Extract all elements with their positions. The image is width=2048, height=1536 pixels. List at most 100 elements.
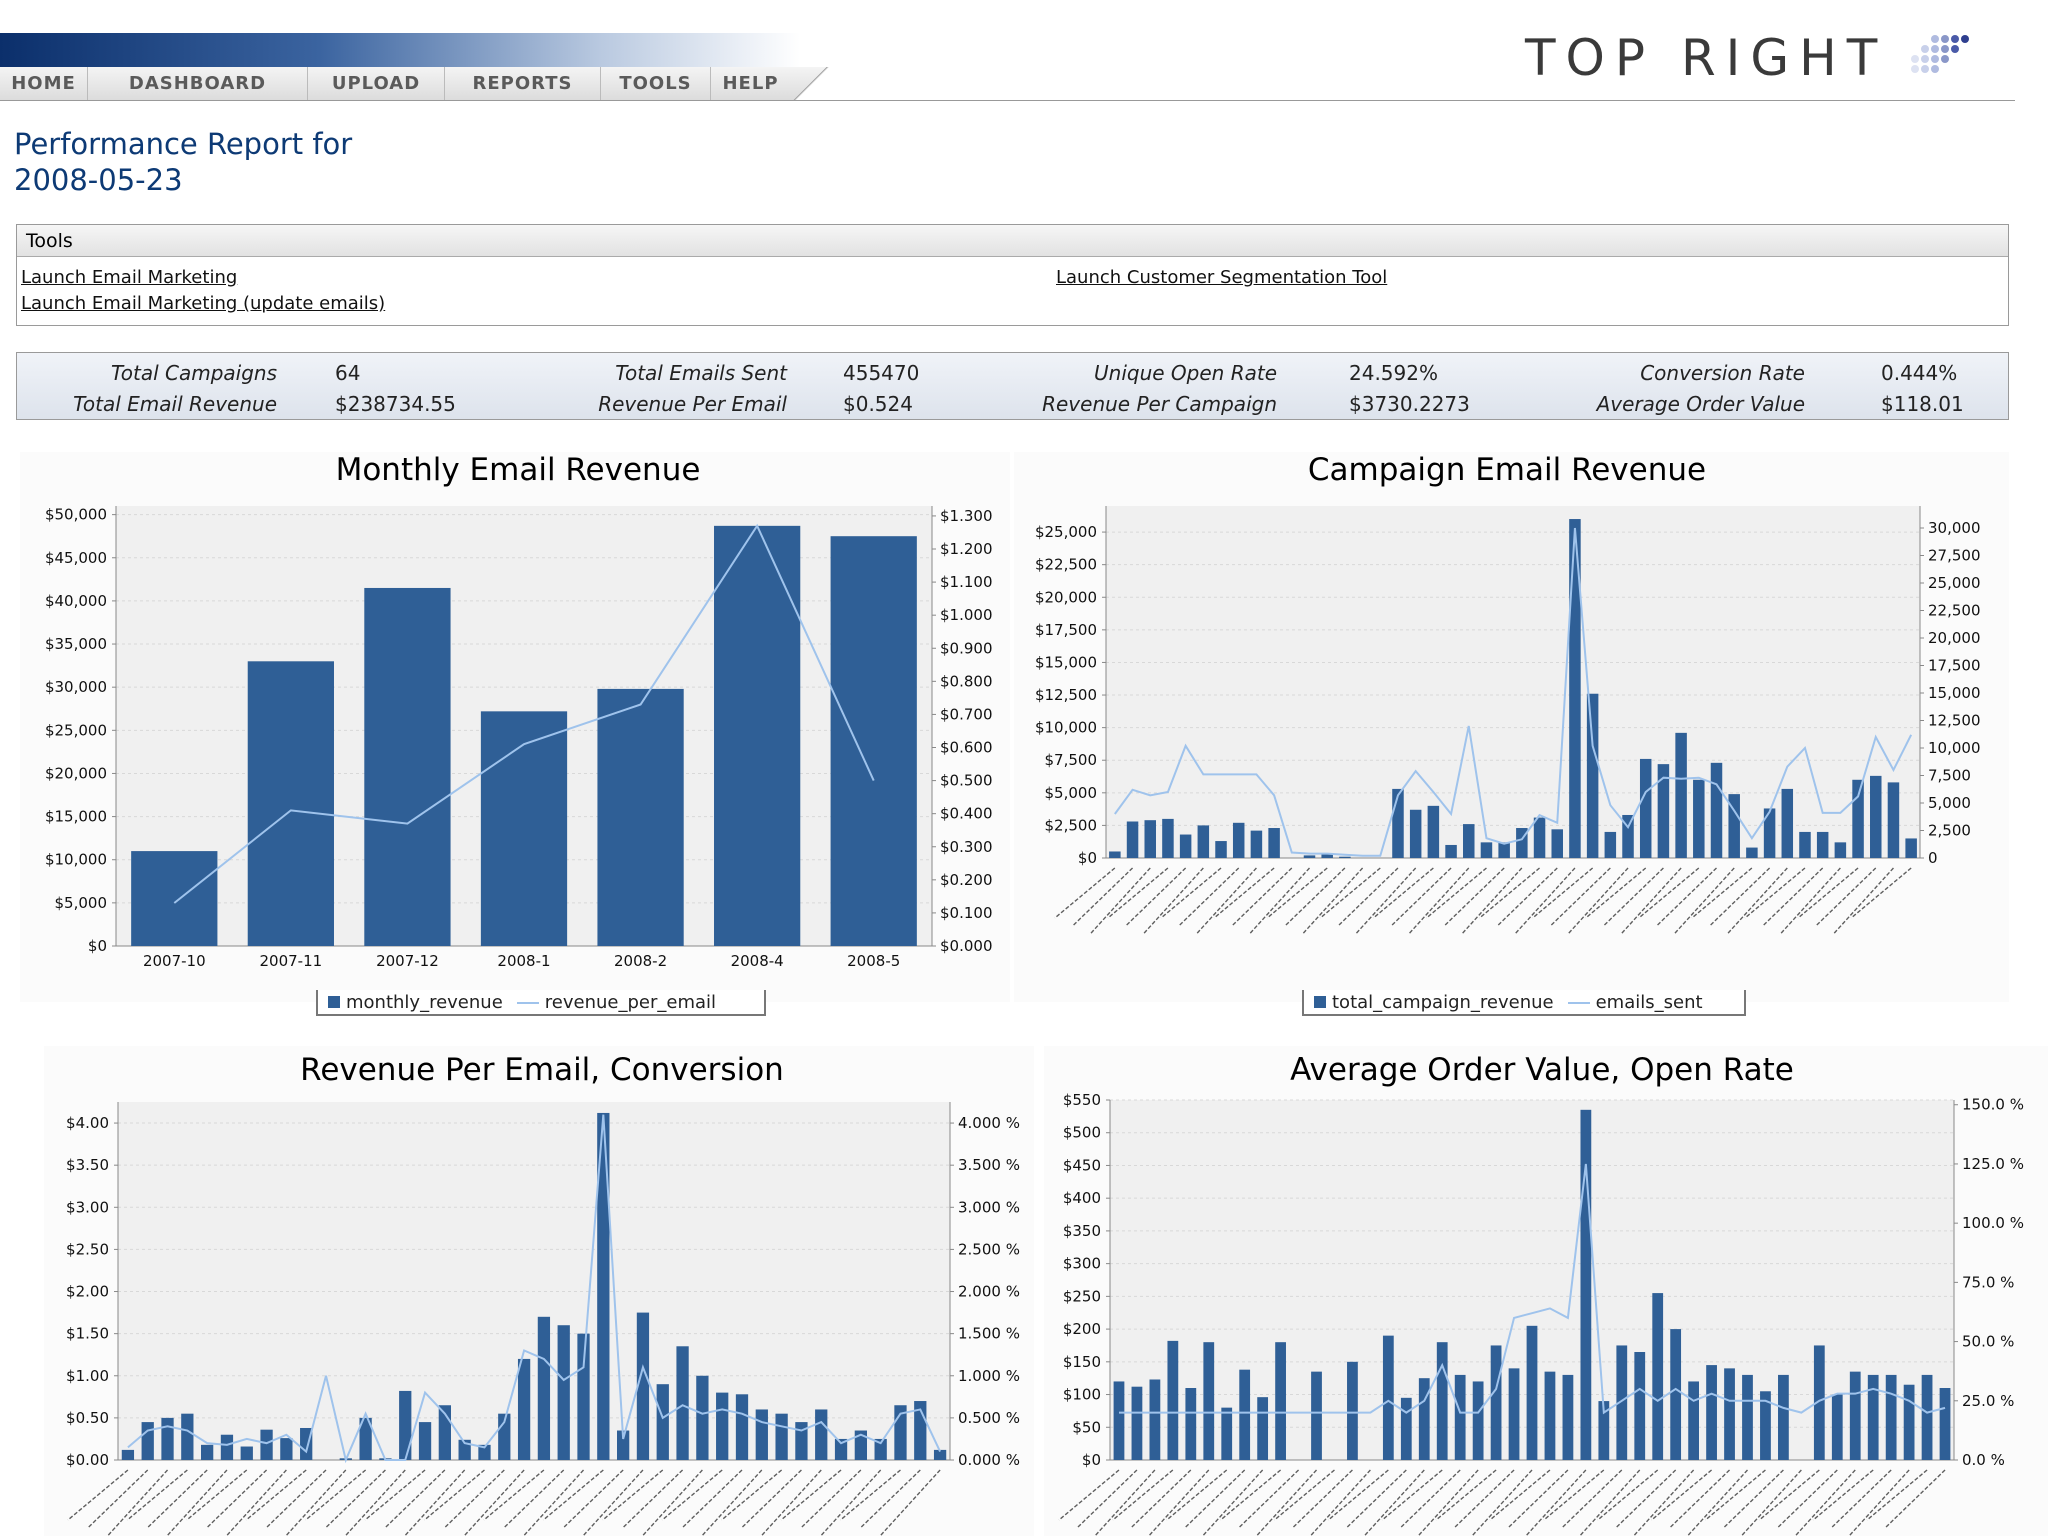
y2-tick-label: 27,500 xyxy=(1928,547,1981,565)
x-label-mark xyxy=(1673,867,1735,935)
x-label-mark xyxy=(1797,867,1859,919)
bar xyxy=(1463,824,1475,858)
y-tick-label: $1.50 xyxy=(66,1325,109,1343)
bar xyxy=(1760,1391,1771,1460)
x-label-mark xyxy=(1072,867,1134,927)
bar xyxy=(1781,788,1794,858)
bar xyxy=(1903,1384,1915,1460)
x-label-mark xyxy=(206,1469,268,1529)
stat-value: $118.01 xyxy=(1881,392,1964,416)
y2-tick-label: 20,000 xyxy=(1928,629,1981,647)
nav-help[interactable]: HELP xyxy=(722,73,779,94)
monthly-revenue-chart: $0 $5,000 $10,000 $15,000 $20,000 $25,000 $30,… xyxy=(45,506,993,970)
nav-dashboard[interactable]: DASHBOARD xyxy=(88,67,308,101)
y-tick-label: $10,000 xyxy=(1035,719,1097,737)
x-label-mark xyxy=(1762,867,1824,927)
bar xyxy=(1167,1340,1179,1460)
bar xyxy=(1939,1388,1951,1460)
bar xyxy=(1616,1345,1628,1460)
x-label-mark xyxy=(1231,867,1293,927)
bar xyxy=(220,1434,234,1460)
launch-email-marketing-update-link[interactable]: Launch Email Marketing (update emails) xyxy=(21,293,386,314)
chart-title: Revenue Per Email, Conversion xyxy=(300,1052,784,1088)
y2-tick-label: $0.900 xyxy=(940,639,993,657)
bar xyxy=(1321,854,1333,858)
x-label-mark xyxy=(1620,867,1682,935)
x-label-mark xyxy=(840,1469,901,1521)
x-label-mark xyxy=(1779,867,1841,935)
stat-label: Conversion Rate xyxy=(1640,361,1805,385)
x-label-mark xyxy=(265,1469,327,1529)
y-tick-label: $0 xyxy=(1078,849,1097,867)
y-tick-label: $20,000 xyxy=(45,764,107,782)
bar xyxy=(1303,855,1316,858)
x-label-mark xyxy=(1543,1469,1605,1521)
bar xyxy=(1445,844,1457,858)
bar xyxy=(1688,1381,1700,1460)
x-label-mark xyxy=(1884,1469,1946,1529)
bar xyxy=(874,1438,887,1460)
bar xyxy=(1179,834,1192,858)
x-label-mark xyxy=(1567,867,1629,935)
x-label-mark xyxy=(1443,867,1505,927)
y2-tick-label: 30,000 xyxy=(1928,519,1981,537)
nav-tools[interactable]: TOOLS xyxy=(601,67,711,101)
x-label-mark xyxy=(1585,867,1647,919)
bar xyxy=(1634,1352,1646,1460)
bar xyxy=(1526,1325,1538,1460)
y2-tick-label: 2.000 % xyxy=(958,1283,1020,1301)
x-label-mark xyxy=(780,1469,842,1521)
bar xyxy=(557,1325,570,1460)
nav-reports[interactable]: REPORTS xyxy=(445,67,601,101)
y2-tick-label: 3.000 % xyxy=(958,1198,1020,1216)
bar xyxy=(1831,1394,1843,1460)
y2-tick-label: $1.100 xyxy=(940,573,993,591)
y-tick-label: $2.50 xyxy=(66,1240,109,1258)
x-label-mark xyxy=(1213,867,1275,919)
x-label-mark xyxy=(1758,1469,1820,1521)
x-label-mark xyxy=(1238,1469,1300,1529)
x-label-mark xyxy=(740,1469,802,1529)
x-label-mark xyxy=(1812,1469,1874,1521)
stat-value: $0.524 xyxy=(843,392,913,416)
y-tick-label: $15,000 xyxy=(45,808,107,826)
bar xyxy=(1232,822,1245,858)
y2-tick-label: 25,000 xyxy=(1928,574,1981,592)
x-label-mark xyxy=(1479,867,1540,919)
bar xyxy=(1816,831,1829,858)
bar xyxy=(933,1449,947,1460)
bar xyxy=(1849,1371,1861,1460)
x-label-mark xyxy=(305,1469,367,1521)
x-label-mark xyxy=(1319,867,1381,919)
bar xyxy=(1392,788,1404,858)
bar xyxy=(1113,1381,1125,1460)
y2-tick-label: 10,000 xyxy=(1928,739,1981,757)
x-label-mark xyxy=(1255,1469,1318,1536)
bar xyxy=(1693,779,1705,858)
stat-value: $3730.2273 xyxy=(1349,392,1470,416)
x-label-mark xyxy=(1461,867,1523,935)
x-label-mark xyxy=(364,1469,426,1521)
launch-email-marketing-link[interactable]: Launch Email Marketing xyxy=(21,267,238,288)
x-label-mark xyxy=(384,1469,446,1529)
stat-label: Total Email Revenue xyxy=(73,392,277,416)
launch-customer-segmentation-link[interactable]: Launch Customer Segmentation Tool xyxy=(1056,267,1388,288)
bar xyxy=(854,1430,867,1460)
bar xyxy=(834,1438,848,1460)
y2-tick-label: 75.0 % xyxy=(1962,1273,2014,1291)
bar xyxy=(1257,1397,1269,1460)
nav-upload[interactable]: UPLOAD xyxy=(308,67,445,101)
x-label-mark xyxy=(602,1469,664,1521)
x-label-mark xyxy=(1094,1469,1156,1536)
x-tick-label: 2008-1 xyxy=(497,952,550,970)
x-label-mark xyxy=(424,1469,485,1521)
x-label-mark xyxy=(1426,867,1487,919)
nav-home[interactable]: HOME xyxy=(0,67,88,101)
x-label-mark xyxy=(1453,1469,1515,1529)
bar xyxy=(1347,1361,1358,1460)
bar xyxy=(1203,1342,1215,1460)
bar xyxy=(1746,847,1758,858)
x-label-mark xyxy=(1160,867,1222,919)
bar xyxy=(1551,829,1563,858)
y2-tick-label: $0.600 xyxy=(940,739,993,757)
